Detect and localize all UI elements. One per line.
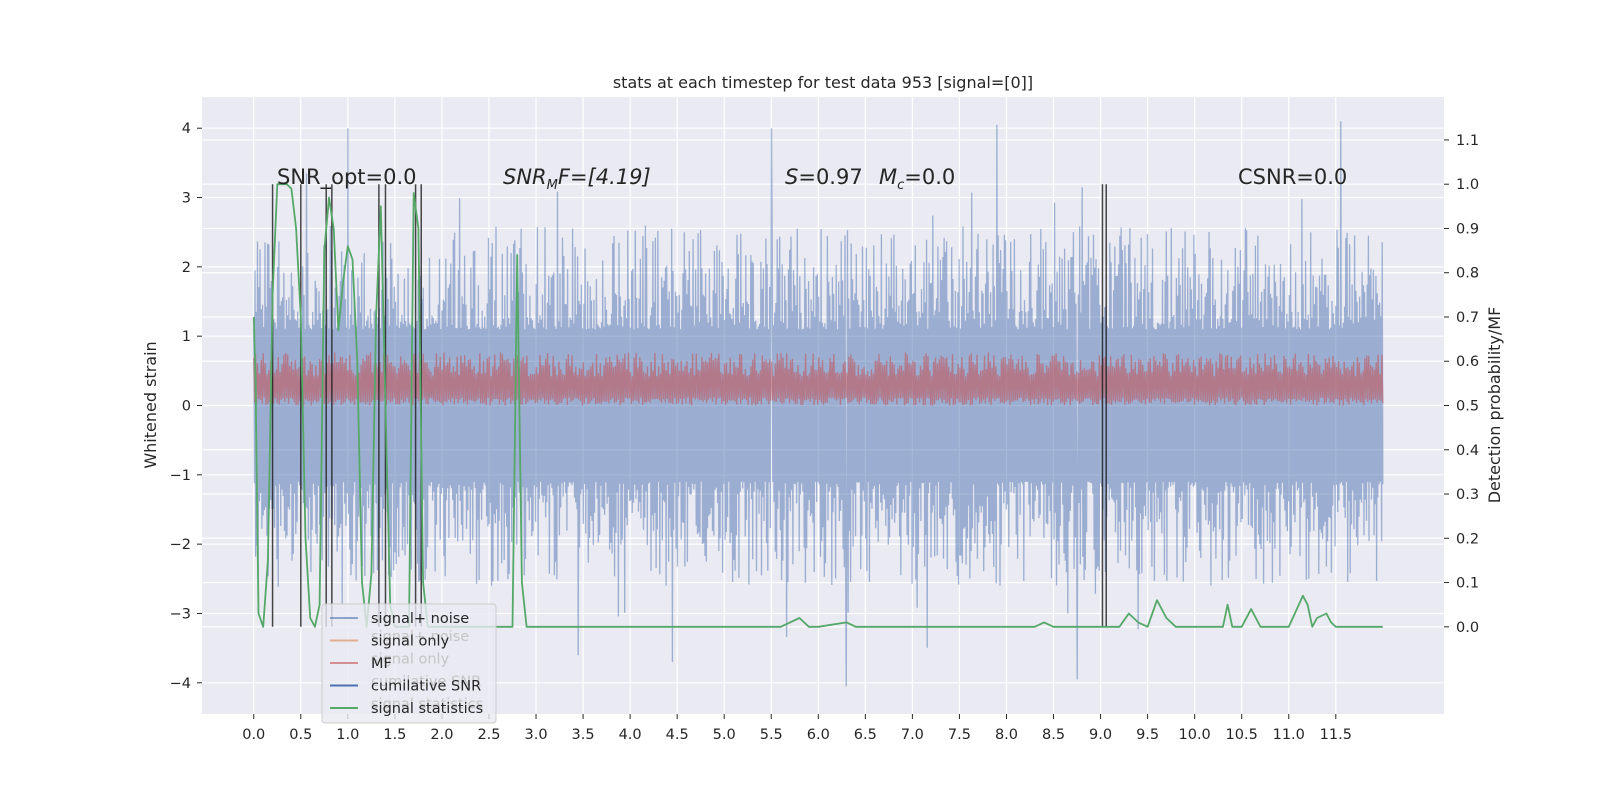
x-tick-label: 8.5 (1042, 727, 1065, 743)
y-axis-label: Whitened strain (141, 341, 160, 468)
y2-tick-label: 0.9 (1456, 221, 1479, 237)
x-tick-label: 11.0 (1273, 727, 1305, 743)
y-tick-label: 3 (182, 191, 191, 207)
x-tick-label: 7.0 (901, 727, 924, 743)
x-tick-label: 11.5 (1320, 727, 1352, 743)
x-tick-label: 7.5 (948, 727, 971, 743)
x-tick-label: 5.0 (713, 727, 736, 743)
legend-label: signal only (371, 634, 450, 650)
y2-tick-label: 1.1 (1456, 133, 1479, 149)
x-tick-label: 6.0 (807, 727, 830, 743)
x-tick-label: 10.5 (1226, 727, 1258, 743)
y2-tick-label: 0.6 (1456, 354, 1479, 370)
legend-ghost-label: cumilative SNR (371, 674, 481, 690)
x-tick-label: 6.5 (854, 727, 877, 743)
annotation-s: S=0.97 (785, 165, 863, 189)
y2-axis-ticks: 1.1 1.0 0.9 0.8 0.7 0.6 0.5 0.4 0.3 0.2 0.1 0.0 (1444, 133, 1479, 636)
legend-box (321, 603, 497, 724)
x-tick-label: 1.5 (383, 727, 406, 743)
x-tick-label: 4.5 (666, 727, 689, 743)
legend-ghost-label: signal only (371, 652, 450, 668)
mf-series (253, 352, 1384, 406)
x-tick-label: 2.0 (430, 727, 453, 743)
y-tick-label: −4 (170, 676, 191, 692)
x-tick-label: 9.0 (1089, 727, 1112, 743)
chart-title: stats at each timestep for test data 953… (613, 73, 1033, 92)
y-axis-ticks: 4 3 2 1 0 −1 −2 −3 −4 (170, 121, 202, 692)
x-tick-label: 10.0 (1179, 727, 1211, 743)
x-tick-label: 2.5 (477, 727, 500, 743)
x-tick-label: 0.0 (242, 727, 265, 743)
legend-label: signal+ noise (371, 611, 469, 627)
y2-tick-label: 1.0 (1456, 177, 1479, 193)
x-tick-label: 3.5 (572, 727, 595, 743)
x-axis-ticks: 0.0 0.5 1.0 1.5 2.0 2.5 3.0 3.5 4.0 4.5 5.0 5.5 6.0 6… (242, 714, 1352, 743)
mf-line (253, 352, 1384, 406)
x-tick-label: 4.0 (619, 727, 642, 743)
y2-tick-label: 0.7 (1456, 310, 1479, 326)
x-tick-label: 8.0 (995, 727, 1018, 743)
y-tick-label: −3 (170, 606, 191, 622)
x-tick-label: 5.5 (760, 727, 783, 743)
y-tick-label: 0 (182, 399, 191, 415)
legend-ghost-label: signal statistics (371, 697, 483, 713)
signal-statistics-line (252, 183, 1383, 628)
y2-tick-label: 0.3 (1456, 487, 1479, 503)
y2-tick-label: 0.1 (1456, 576, 1479, 592)
annotation-snr-mf: SNRMF=[4.19] (503, 165, 651, 193)
x-tick-label: 1.0 (336, 727, 359, 743)
y-tick-label: 1 (182, 329, 191, 345)
x-tick-label: 0.5 (289, 727, 312, 743)
signal-statistics-series (252, 183, 1383, 628)
y-tick-label: −1 (170, 468, 191, 484)
y2-tick-label: 0.8 (1456, 266, 1479, 282)
legend-ghost-label: signal+ noise (371, 629, 469, 645)
x-tick-label: 3.0 (524, 727, 547, 743)
y2-axis-label: Detection probability/MF (1485, 307, 1504, 504)
annotation-mc: Mc=0.0 (879, 165, 955, 193)
y-tick-label: −2 (170, 537, 191, 553)
y2-tick-label: 0.5 (1456, 399, 1479, 415)
legend-label: MF (371, 656, 392, 672)
y-tick-label: 2 (182, 260, 191, 276)
annotation-snr-opt: SNR_opt=0.0 (277, 165, 417, 190)
x-tick-label: 9.5 (1136, 727, 1159, 743)
y-tick-label: 4 (182, 121, 191, 137)
y2-tick-label: 0.0 (1456, 620, 1479, 636)
y2-tick-label: 0.2 (1456, 531, 1479, 547)
y2-tick-label: 0.4 (1456, 443, 1479, 459)
legend-label: signal statistics (371, 701, 483, 717)
legend-label: cumilative SNR (371, 679, 481, 695)
annotation-csnr: CSNR=0.0 (1238, 165, 1347, 189)
